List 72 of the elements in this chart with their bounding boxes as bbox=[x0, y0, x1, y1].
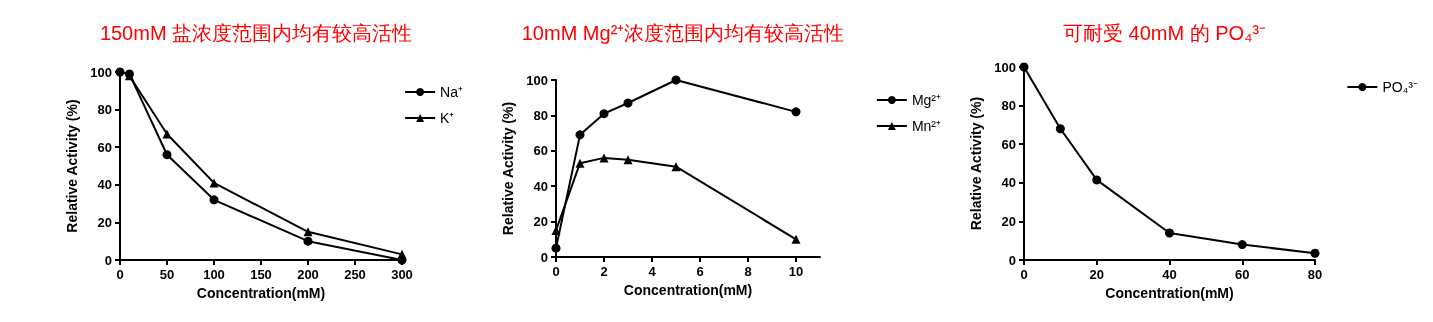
y-tick-label: 60 bbox=[533, 143, 548, 159]
point bbox=[551, 243, 561, 253]
point bbox=[623, 155, 633, 165]
x-tick-label: 40 bbox=[1162, 267, 1177, 282]
point bbox=[1165, 228, 1174, 238]
y-tick-label: 0 bbox=[1008, 252, 1016, 268]
point bbox=[575, 130, 585, 140]
y-tick-label: 40 bbox=[533, 178, 548, 194]
y-tick-label: 40 bbox=[97, 177, 112, 193]
y-tick-label: 100 bbox=[526, 72, 548, 88]
y-tick-label: 0 bbox=[540, 249, 548, 265]
x-tick-label: 150 bbox=[250, 267, 272, 282]
x-tick-label: 60 bbox=[1235, 267, 1250, 282]
legend-label: Na⁺ bbox=[440, 84, 464, 100]
x-tick-label: 0 bbox=[1020, 267, 1028, 282]
y-tick-label: 80 bbox=[533, 107, 548, 123]
y-tick-label: 40 bbox=[1001, 175, 1016, 191]
point bbox=[671, 162, 681, 172]
chart-title: 10mM Mg²⁺浓度范围内均有较高活性 bbox=[521, 22, 845, 44]
y-tick-label: 20 bbox=[1001, 213, 1016, 229]
x-axis-title: Concentration(mM) bbox=[196, 285, 326, 301]
x-tick-label: 0 bbox=[552, 264, 560, 279]
x-tick-label: 2 bbox=[600, 264, 608, 279]
legend-label: Mg²⁺ bbox=[911, 92, 942, 108]
y-tick-label: 80 bbox=[1001, 98, 1016, 114]
point bbox=[162, 129, 172, 139]
y-tick-label: 20 bbox=[97, 214, 112, 230]
chart-title: 150mM 盐浓度范围内均有较高活性 bbox=[99, 22, 413, 44]
x-tick-label: 0 bbox=[116, 267, 124, 282]
point bbox=[791, 234, 801, 244]
point bbox=[575, 158, 585, 168]
y-tick-label: 80 bbox=[97, 102, 112, 118]
point bbox=[162, 150, 172, 160]
x-tick-label: 80 bbox=[1307, 267, 1323, 282]
y-axis-title: Relative Activity (%) bbox=[500, 101, 517, 236]
point bbox=[599, 153, 609, 163]
y-tick-label: 100 bbox=[994, 59, 1016, 75]
x-tick-label: 20 bbox=[1089, 267, 1104, 282]
point bbox=[303, 227, 313, 237]
x-tick-label: 6 bbox=[696, 264, 704, 279]
x-tick-label: 250 bbox=[344, 267, 366, 282]
point bbox=[1055, 124, 1065, 134]
legend-label: Mn²⁺ bbox=[911, 118, 942, 134]
x-axis-title: Concentration(mM) bbox=[623, 282, 753, 298]
y-tick-label: 60 bbox=[97, 139, 112, 155]
x-axis-title: Concentration(mM) bbox=[1105, 285, 1234, 301]
point bbox=[209, 178, 219, 188]
point bbox=[1092, 175, 1102, 185]
point bbox=[791, 107, 801, 117]
point bbox=[209, 195, 219, 205]
chart-title: 可耐受 40mM 的 PO₄³⁻ bbox=[1063, 22, 1266, 44]
y-axis-title: Relative Activity (%) bbox=[968, 96, 985, 231]
x-tick-label: 100 bbox=[203, 267, 225, 282]
y-tick-label: 20 bbox=[533, 214, 548, 230]
point bbox=[303, 236, 313, 246]
point bbox=[623, 98, 633, 108]
point bbox=[1310, 248, 1320, 258]
x-tick-label: 10 bbox=[788, 264, 804, 279]
y-tick-label: 60 bbox=[1001, 136, 1016, 152]
point bbox=[1237, 240, 1247, 250]
legend-label: K⁺ bbox=[440, 110, 455, 126]
x-tick-label: 8 bbox=[744, 264, 752, 279]
legend-label: PO₄³⁻ bbox=[1382, 79, 1418, 95]
x-tick-label: 300 bbox=[391, 267, 413, 282]
y-tick-label: 0 bbox=[104, 252, 112, 268]
x-tick-label: 50 bbox=[159, 267, 175, 282]
point bbox=[599, 109, 609, 119]
y-tick-label: 100 bbox=[90, 64, 112, 80]
y-axis-title: Relative Activity (%) bbox=[64, 99, 81, 233]
x-tick-label: 200 bbox=[297, 267, 319, 282]
x-tick-label: 4 bbox=[648, 264, 657, 279]
point bbox=[671, 75, 681, 85]
